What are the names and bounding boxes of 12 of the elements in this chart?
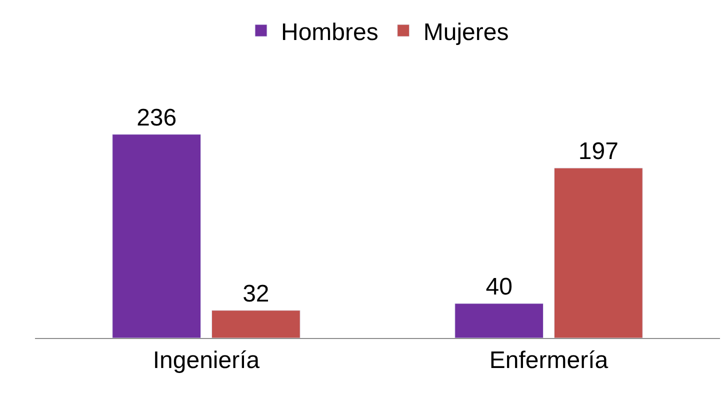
bar [112,134,202,338]
x-tick-label: Ingeniería [152,346,260,374]
x-tick-label: Enfermería [489,346,609,374]
data-label: 40 [486,273,512,300]
bar [211,310,300,338]
legend-label: Hombres [281,18,378,46]
legend-label: Mujeres [423,18,509,46]
data-label: 197 [578,138,618,165]
data-label: 32 [242,280,270,308]
data-label: 236 [136,104,177,132]
bar [454,303,544,338]
bar [554,168,643,338]
